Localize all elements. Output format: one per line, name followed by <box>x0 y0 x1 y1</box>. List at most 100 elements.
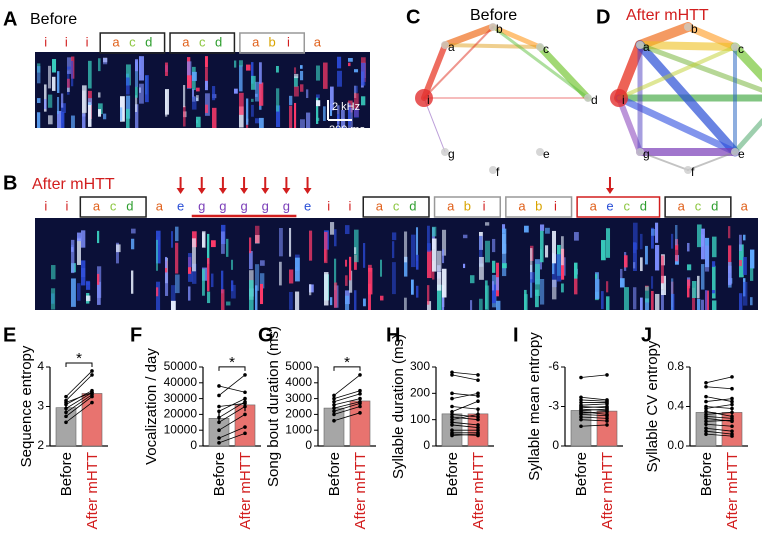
spectrogram-stripe <box>651 290 654 310</box>
spectrogram-stripe <box>300 119 305 128</box>
arrow-head <box>282 188 291 194</box>
spectrogram-stripe <box>463 234 468 239</box>
arrow-head <box>218 188 227 194</box>
panel-title: Before <box>30 11 77 28</box>
spectrogram-stripe <box>207 233 210 264</box>
spectrogram-stripe <box>728 265 732 286</box>
spectrogram-stripe <box>67 87 70 92</box>
syllable-label: d <box>215 34 222 49</box>
pair-line <box>333 401 361 409</box>
spectrogram-stripe <box>442 287 445 310</box>
x-tick-label: Before <box>326 452 343 496</box>
spectrogram-stripe <box>131 270 134 294</box>
syllable-label: a <box>314 34 322 49</box>
spectrogram-stripe <box>427 285 430 305</box>
y-tick-label: 10000 <box>164 422 198 436</box>
syllable-label: c <box>129 34 136 49</box>
data-point <box>450 373 454 377</box>
data-point <box>730 399 734 404</box>
spectrogram-stripe <box>739 293 743 310</box>
pair-line <box>218 406 246 423</box>
data-point <box>730 396 734 401</box>
spectrogram-stripe <box>380 295 384 301</box>
syllable-label: a <box>518 198 526 213</box>
spectrogram-stripe <box>61 113 64 124</box>
spectrogram-stripe <box>645 286 650 303</box>
syllable-label: e <box>606 198 613 213</box>
spectrogram-stripe <box>645 298 649 310</box>
syllable-label: e <box>304 198 311 213</box>
spectrogram-stripe <box>139 56 144 81</box>
pair-line <box>65 392 93 403</box>
spectrogram-stripe <box>234 88 238 94</box>
spectrogram-stripe <box>86 295 91 302</box>
spectrogram-stripe <box>156 239 159 271</box>
syllable-label: c <box>623 198 630 213</box>
spectrogram-stripe <box>226 238 229 257</box>
pair-line <box>705 415 733 419</box>
network-edge <box>687 151 736 171</box>
spectrogram-stripe <box>226 301 231 306</box>
spectrogram-stripe <box>337 114 340 119</box>
spectrogram-stripe <box>97 230 100 244</box>
spectrogram-stripe <box>404 297 407 310</box>
data-point <box>704 394 708 399</box>
spectrogram-stripe <box>427 243 431 252</box>
pair-line <box>333 402 361 412</box>
spectrogram-stripe <box>442 249 445 264</box>
network-edge <box>423 97 446 153</box>
data-point <box>476 391 480 396</box>
spectrogram-stripe <box>437 250 442 272</box>
network-node <box>489 23 497 31</box>
syllable-label: i <box>65 34 68 49</box>
pair-line <box>705 406 733 409</box>
spectrogram-stripe <box>251 62 254 84</box>
spectrogram-stripe <box>606 296 610 310</box>
pair-line <box>218 401 246 418</box>
data-point <box>217 441 221 445</box>
spectrogram-stripe <box>337 56 342 69</box>
spectrogram-stripe <box>354 255 357 270</box>
pair-line <box>218 414 246 431</box>
spectrogram-stripe <box>135 59 139 72</box>
spectrogram-stripe <box>202 231 206 248</box>
spectrogram-stripe <box>557 254 562 282</box>
pair-line <box>580 374 608 378</box>
node-label: a <box>643 40 650 54</box>
network-edge <box>443 43 542 49</box>
node-label: b <box>691 22 698 36</box>
spectrogram-stripe <box>156 230 161 264</box>
y-tick-label: 5000 <box>285 359 312 373</box>
spectrogram-stripe <box>354 290 357 310</box>
y-tick-label: 3 <box>37 399 44 413</box>
spectrogram-stripe <box>196 87 200 92</box>
spectrogram-stripe <box>661 290 664 310</box>
spectrogram-stripe <box>687 242 690 252</box>
spectrogram-stripe <box>98 103 103 115</box>
y-tick-label: 100 <box>410 412 430 426</box>
spectrogram-stripe <box>175 274 180 294</box>
y-tick-label: 4 <box>37 359 44 373</box>
spectrogram-stripe <box>316 65 320 81</box>
network-edge <box>421 42 448 101</box>
panel-letter: E <box>3 324 16 346</box>
network-edge <box>637 42 762 93</box>
spectrogram-stripe <box>37 98 41 104</box>
syllable-box <box>79 196 147 218</box>
spectrogram-stripe <box>231 280 234 292</box>
spectrogram-stripe <box>300 84 304 92</box>
spectrogram-stripe <box>411 279 414 295</box>
spectrogram-stripe <box>712 261 716 268</box>
spectrogram-stripe <box>692 281 697 299</box>
spectrogram-stripe <box>205 80 208 91</box>
spectrogram-stripe <box>239 106 244 128</box>
spectrogram-stripe <box>348 62 351 67</box>
data-point <box>704 432 708 436</box>
spectrogram-stripe <box>479 298 483 310</box>
spectrogram-stripe <box>701 264 705 290</box>
spectrogram-stripe <box>67 66 71 70</box>
data-point <box>704 419 708 424</box>
spectrogram-stripe <box>51 288 56 310</box>
spectrogram-stripe <box>251 75 256 90</box>
spectrogram-stripe <box>120 107 123 121</box>
